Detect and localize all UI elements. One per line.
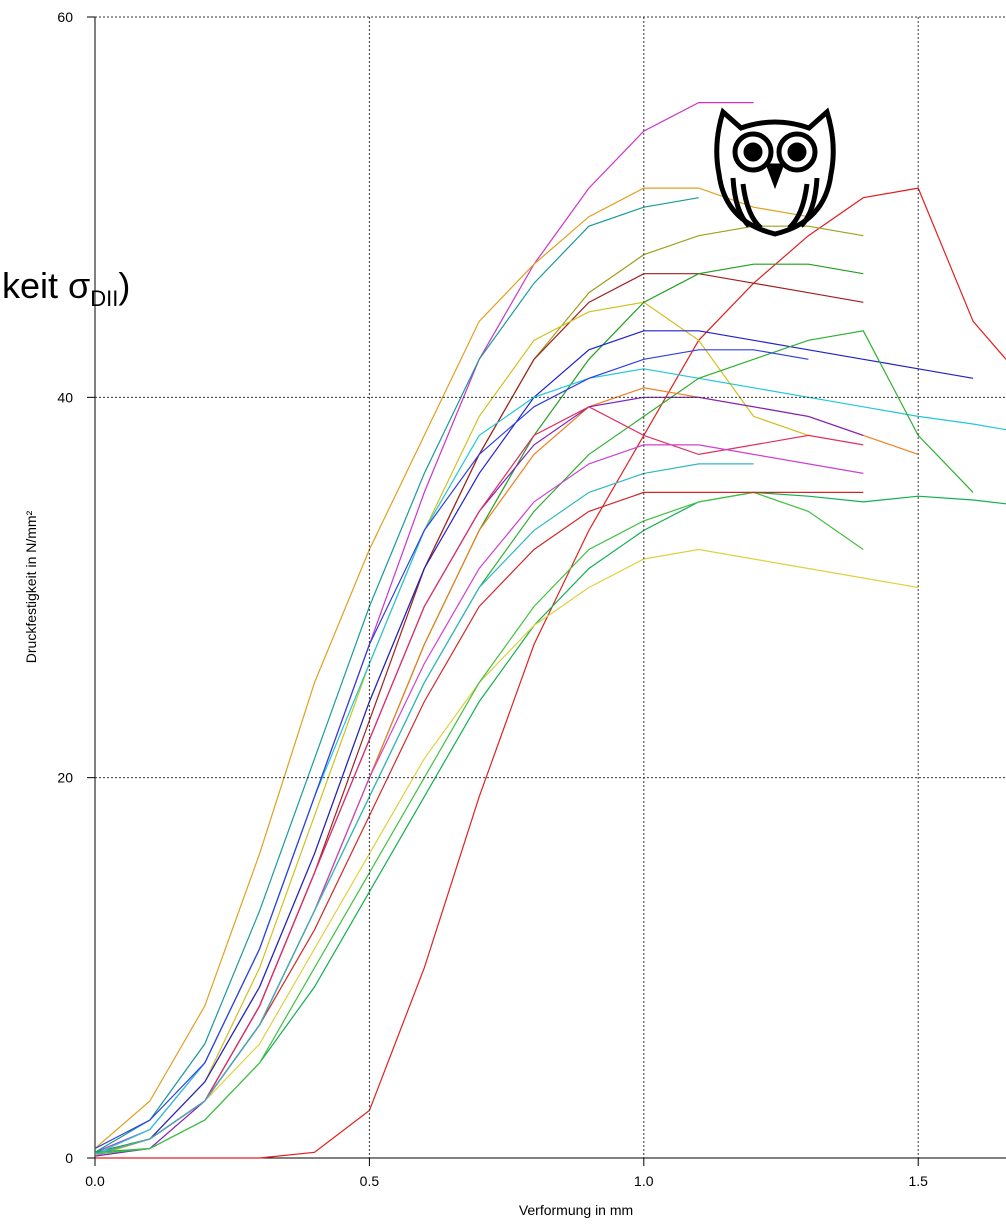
series-line: [94, 301, 809, 1157]
y-tick-label: 20: [57, 770, 73, 786]
x-tick-label: 1.5: [908, 1173, 928, 1189]
series-line: [94, 387, 919, 1155]
title-fragment: keit σDII): [2, 265, 130, 311]
y-tick-label: 60: [57, 9, 73, 25]
series-line: [94, 225, 864, 1155]
series-line: [94, 444, 864, 1155]
title-text: keit σ: [2, 265, 90, 306]
lines: [94, 102, 1006, 1159]
series-line: [94, 102, 754, 1153]
owl-icon: [714, 107, 836, 237]
x-axis-label: Verformung in mm: [519, 1202, 633, 1218]
x-tick-label: 0.5: [360, 1173, 380, 1189]
series-line: [94, 491, 864, 1155]
series-line: [94, 349, 809, 1150]
series-line: [94, 548, 919, 1155]
series-line: [94, 491, 864, 1155]
x-tick-label: 0.0: [85, 1173, 105, 1189]
x-tick-label: 1.0: [634, 1173, 654, 1189]
series-line: [94, 197, 699, 1153]
series-line: [95, 187, 1006, 1159]
title-end: ): [118, 265, 130, 306]
series-line: [94, 406, 864, 1155]
y-tick-label: 40: [57, 389, 73, 405]
y-axis-label: Druckfestigkeit in N/mm²: [23, 510, 39, 663]
series-line: [94, 187, 809, 1149]
y-tick-label: 0: [65, 1150, 73, 1166]
title-subscript: DII: [90, 286, 118, 311]
